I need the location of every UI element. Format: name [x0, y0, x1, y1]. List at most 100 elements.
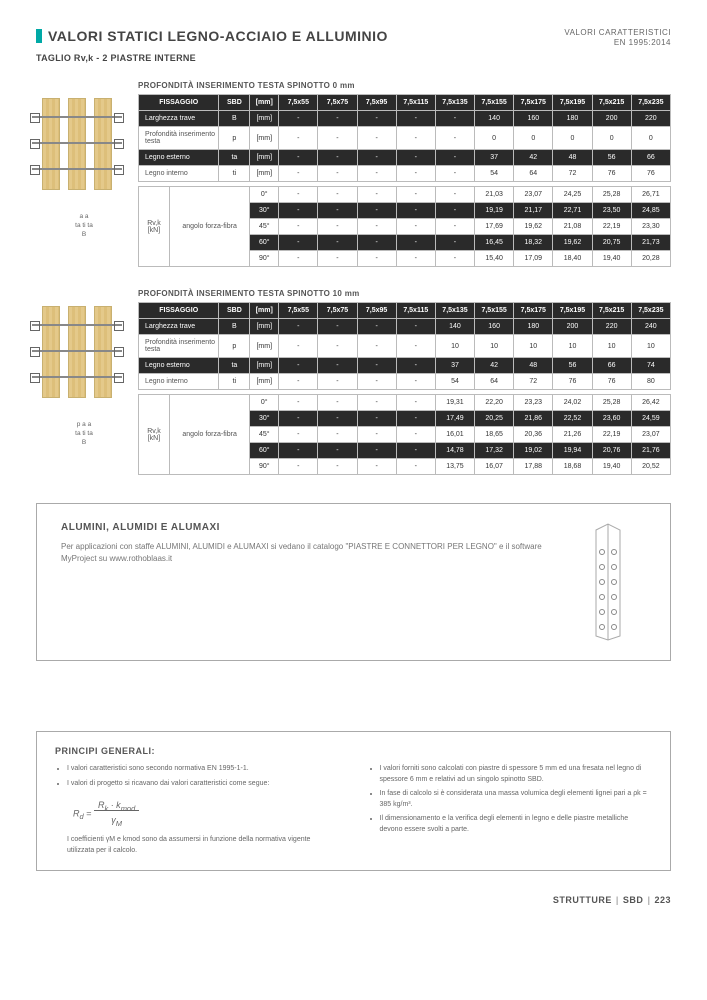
cell: 22,71 — [553, 203, 592, 219]
cell: - — [357, 427, 396, 443]
size-header: 7,5x175 — [514, 95, 553, 111]
row-label: Legno interno — [139, 374, 219, 390]
cell: - — [279, 358, 318, 374]
rvk-label: Rv,k [kN] — [139, 395, 170, 475]
cell: - — [279, 319, 318, 335]
size-header: 7,5x215 — [592, 95, 631, 111]
footer-product: SBD — [623, 895, 644, 905]
cell: - — [318, 150, 357, 166]
cell: - — [396, 111, 435, 127]
angle-cell: 60° — [250, 443, 279, 459]
cell: - — [318, 443, 357, 459]
norm-line1: VALORI CARATTERISTICI — [564, 28, 671, 38]
cell: - — [318, 187, 357, 203]
cell: - — [396, 150, 435, 166]
angle-cell: 45° — [250, 427, 279, 443]
angle-cell: 0° — [250, 395, 279, 411]
cell: 140 — [435, 319, 474, 335]
cell: 22,19 — [592, 219, 631, 235]
cell: - — [357, 443, 396, 459]
cell: 76 — [553, 374, 592, 390]
cell: - — [318, 459, 357, 475]
cell: 48 — [553, 150, 592, 166]
cell: - — [357, 459, 396, 475]
cell: 0 — [475, 127, 514, 150]
table-group: p a a ta ti ta B FISSAGGIOSBD[mm]7,5x557… — [36, 302, 671, 475]
cell: 0 — [553, 127, 592, 150]
cell: 17,49 — [435, 411, 474, 427]
cell: 17,09 — [514, 251, 553, 267]
row-label: Profondità inserimento testa — [139, 127, 219, 150]
principle-item: Il dimensionamento e la verifica degli e… — [380, 814, 653, 835]
angle-cell: 30° — [250, 203, 279, 219]
principles-title: PRINCIPI GENERALI: — [55, 746, 652, 756]
cell: 14,78 — [435, 443, 474, 459]
cell: - — [396, 459, 435, 475]
cell: - — [396, 395, 435, 411]
principle-item: In fase di calcolo si è considerata una … — [380, 789, 653, 810]
cell: 15,40 — [475, 251, 514, 267]
page-title: VALORI STATICI LEGNO-ACCIAIO E ALLUMINIO — [48, 28, 388, 44]
cell: - — [318, 203, 357, 219]
cell: 20,76 — [592, 443, 631, 459]
cell: 21,03 — [475, 187, 514, 203]
size-header: 7,5x175 — [514, 303, 553, 319]
cell: - — [396, 235, 435, 251]
cell: - — [318, 427, 357, 443]
page-header: VALORI STATICI LEGNO-ACCIAIO E ALLUMINIO… — [36, 28, 671, 47]
cell: 19,94 — [553, 443, 592, 459]
cell: - — [357, 319, 396, 335]
cell: 23,30 — [631, 219, 670, 235]
cell: 74 — [631, 358, 670, 374]
profile-illustration — [576, 522, 646, 642]
cell: 23,23 — [514, 395, 553, 411]
cell: - — [396, 166, 435, 182]
cell: 19,31 — [435, 395, 474, 411]
cell: 66 — [631, 150, 670, 166]
cell: - — [435, 203, 474, 219]
cell: - — [357, 203, 396, 219]
cell: - — [279, 335, 318, 358]
section-label: PROFONDITÀ INSERIMENTO TESTA SPINOTTO 10… — [138, 289, 671, 298]
cell: 42 — [475, 358, 514, 374]
cell: 160 — [514, 111, 553, 127]
cell: 200 — [553, 319, 592, 335]
cell: - — [318, 395, 357, 411]
size-header: 7,5x55 — [279, 95, 318, 111]
cell: 18,65 — [475, 427, 514, 443]
angle-cell: 45° — [250, 219, 279, 235]
cell: 24,59 — [631, 411, 670, 427]
cell: 24,02 — [553, 395, 592, 411]
angolo-label: angolo forza-fibra — [169, 395, 249, 475]
principles-box: PRINCIPI GENERALI: I valori caratteristi… — [36, 731, 671, 871]
cell: 23,07 — [514, 187, 553, 203]
cell: 10 — [435, 335, 474, 358]
cell: - — [396, 358, 435, 374]
cell: 19,40 — [592, 251, 631, 267]
cell: 20,52 — [631, 459, 670, 475]
cell: 10 — [553, 335, 592, 358]
size-header: 7,5x115 — [396, 303, 435, 319]
cell: 21,73 — [631, 235, 670, 251]
cell: 66 — [592, 358, 631, 374]
cell: - — [435, 150, 474, 166]
cell: 72 — [553, 166, 592, 182]
info-body: Per applicazioni con staffe ALUMINI, ALU… — [61, 541, 552, 565]
cell: - — [279, 166, 318, 182]
cell: 18,68 — [553, 459, 592, 475]
cell: 37 — [475, 150, 514, 166]
principle-item: I valori forniti sono calcolati con pias… — [380, 764, 653, 785]
cell: 23,60 — [592, 411, 631, 427]
cell: 21,26 — [553, 427, 592, 443]
angle-cell: 0° — [250, 187, 279, 203]
cell: 220 — [592, 319, 631, 335]
cell: 13,75 — [435, 459, 474, 475]
cell: 56 — [592, 150, 631, 166]
cell: 160 — [475, 319, 514, 335]
cell: - — [357, 395, 396, 411]
principle-item: I valori di progetto si ricavano dai val… — [67, 779, 340, 790]
cell: 18,32 — [514, 235, 553, 251]
row-label: Legno esterno — [139, 150, 219, 166]
cell: - — [357, 374, 396, 390]
size-header: 7,5x115 — [396, 95, 435, 111]
